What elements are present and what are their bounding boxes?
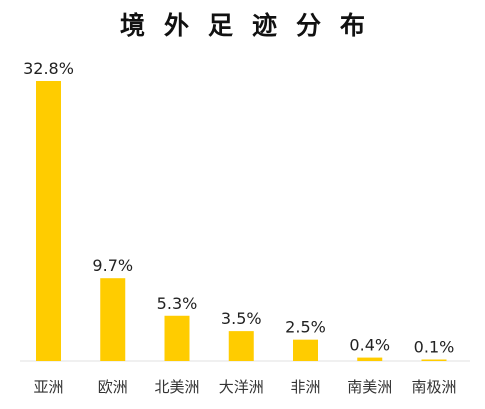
bar-3 bbox=[164, 315, 190, 361]
category-label-7: 南极洲 bbox=[411, 378, 456, 396]
bar-2 bbox=[100, 278, 126, 361]
category-labels-group: 亚洲 欧洲 北美洲 大洋洲 非洲 南美洲 南极洲 bbox=[33, 378, 456, 396]
category-label-2: 欧洲 bbox=[98, 378, 128, 396]
value-label-4: 3.5% bbox=[221, 309, 262, 328]
bar-4 bbox=[228, 331, 254, 361]
value-label-5: 2.5% bbox=[285, 318, 326, 337]
category-label-6: 南美洲 bbox=[347, 378, 392, 396]
bar-7 bbox=[421, 359, 447, 361]
category-label-1: 亚洲 bbox=[33, 378, 63, 396]
category-label-4: 大洋洲 bbox=[219, 378, 264, 396]
bar-1 bbox=[36, 81, 61, 361]
bars-group bbox=[36, 81, 447, 361]
category-label-3: 北美洲 bbox=[154, 378, 199, 396]
chart-title: 境外足迹分布 bbox=[119, 11, 384, 40]
bar-5 bbox=[293, 339, 318, 361]
bar-6 bbox=[357, 357, 383, 361]
category-label-5: 非洲 bbox=[290, 378, 320, 396]
value-label-6: 0.4% bbox=[349, 336, 390, 355]
value-label-3: 5.3% bbox=[157, 294, 198, 313]
value-labels-group: 32.8% 9.7% 5.3% 3.5% 2.5% 0.4% 0.1% bbox=[23, 59, 454, 357]
value-label-2: 9.7% bbox=[92, 256, 133, 275]
value-label-1: 32.8% bbox=[23, 59, 74, 78]
value-label-7: 0.1% bbox=[414, 338, 455, 357]
